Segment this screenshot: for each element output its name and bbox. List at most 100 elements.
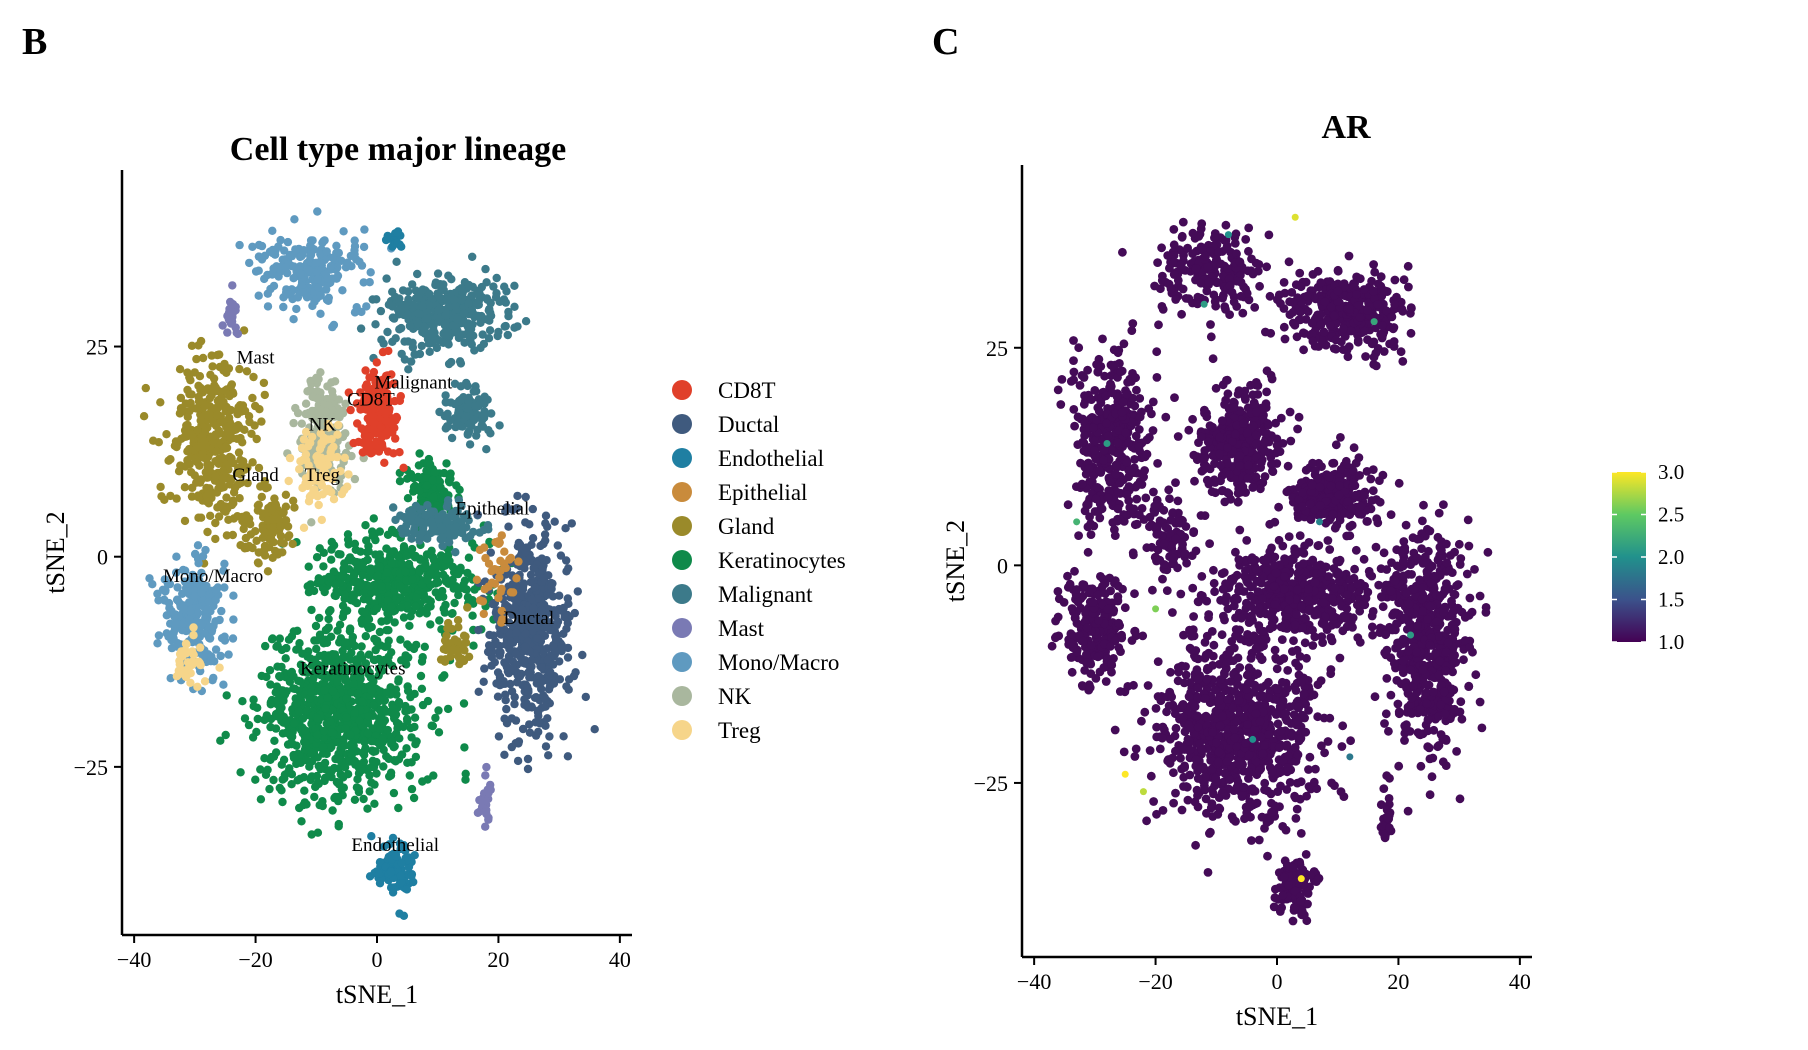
cell-point (493, 692, 503, 701)
cell-point (541, 511, 551, 520)
legend-label-gland: Gland (718, 514, 775, 539)
cell-point (283, 740, 293, 749)
cell-point (469, 415, 479, 425)
cell-point (311, 621, 321, 631)
cell-point (438, 541, 447, 551)
legend-swatch-ductal (672, 414, 692, 434)
cell-point (434, 706, 443, 715)
cell-point (541, 721, 550, 730)
cell-point (380, 458, 389, 467)
cell-point (495, 421, 504, 430)
cell-point (442, 295, 452, 305)
cell-point (422, 481, 432, 490)
legend-swatch-keratinocytes (672, 550, 692, 570)
B-x-tick-label: 40 (609, 947, 631, 972)
cluster-malignant (435, 378, 504, 454)
cell-point (189, 631, 198, 640)
cell-point (325, 766, 334, 775)
cell-point (526, 577, 536, 587)
cell-point (287, 770, 297, 779)
cell-point (378, 442, 387, 452)
cell-point (276, 538, 286, 547)
cell-point (379, 762, 388, 771)
C-x-tick-label: −20 (1138, 969, 1172, 994)
cell-point (438, 673, 447, 682)
cell-point (529, 563, 538, 573)
cell-point (335, 620, 345, 629)
cell-point (328, 806, 337, 815)
cell-point (499, 559, 509, 568)
cell-point (459, 699, 469, 708)
cell-point (508, 664, 518, 673)
cell-point (448, 609, 457, 618)
cell-point (307, 748, 317, 758)
cell-point (316, 576, 325, 585)
cell-point (1302, 653, 1311, 663)
legend-label-treg: Treg (718, 718, 761, 743)
cell-point (183, 587, 193, 596)
cell-point (215, 350, 224, 359)
cell-point (176, 393, 186, 403)
cell-point (292, 699, 301, 708)
cell-point (164, 598, 174, 608)
cell-point (290, 215, 299, 224)
cell-point (525, 720, 534, 729)
cell-point (422, 314, 432, 323)
cell-point (362, 536, 371, 545)
C-y-tick-label: 25 (986, 336, 1008, 361)
cell-point (445, 530, 454, 539)
cell-point (156, 482, 165, 492)
cell-point (475, 596, 485, 605)
cell-point (307, 688, 316, 697)
cell-point (257, 241, 267, 251)
cell-point (1257, 812, 1267, 822)
cell-point (343, 482, 352, 491)
cell-point (562, 682, 571, 691)
cell-point (263, 516, 272, 525)
cell-point (537, 663, 546, 672)
C-y-axis-label: tSNE_2 (941, 520, 970, 602)
cell-point (450, 295, 459, 305)
cell-point (425, 460, 435, 469)
cell-point (521, 629, 530, 638)
cluster-label-keratinocytes: Keratinocytes (300, 658, 406, 679)
cell-point (384, 346, 393, 356)
cell-point (466, 322, 476, 332)
cell-point (469, 527, 478, 537)
cell-point (485, 537, 494, 547)
cell-point (324, 623, 333, 632)
cell-point (453, 315, 462, 324)
legend-label-ductal: Ductal (718, 412, 779, 437)
cell-point (340, 662, 349, 671)
cell-point (326, 632, 336, 641)
cell-point (339, 773, 348, 782)
cell-point (439, 488, 449, 497)
cell-point (365, 771, 374, 780)
cell-point (417, 657, 427, 666)
cell-point (455, 653, 464, 663)
cell-point (278, 548, 287, 557)
cell-point (468, 252, 477, 261)
cell-point (340, 741, 350, 750)
cell-point (443, 704, 453, 714)
cluster-keratinocytes (268, 514, 519, 661)
cell-point (204, 409, 214, 419)
cell-point (423, 575, 432, 585)
cell-point (283, 532, 293, 542)
cell-point (403, 717, 412, 726)
cell-point (279, 508, 288, 517)
cell-point (260, 390, 269, 400)
cell-point (383, 427, 392, 436)
cell-point (194, 397, 204, 406)
cell-point (246, 530, 255, 539)
cell-point (313, 207, 322, 216)
cell-point (407, 871, 416, 881)
cell-point (282, 643, 291, 653)
cell-point (388, 313, 398, 322)
cell-point (355, 716, 364, 726)
cell-point (427, 721, 436, 730)
cell-point (521, 543, 531, 552)
cell-point (504, 522, 513, 531)
cluster-label-endothelial: Endothelial (351, 835, 439, 856)
cell-point (198, 353, 208, 363)
